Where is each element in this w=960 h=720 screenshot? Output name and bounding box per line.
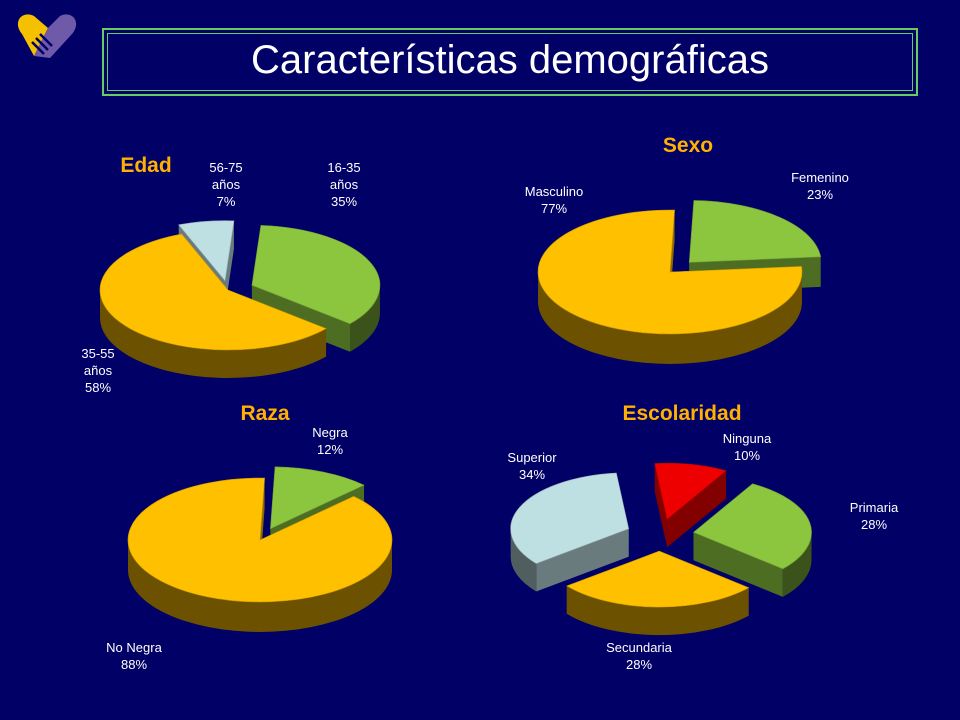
slice-label-edad-2: 56-75 años 7% — [209, 160, 242, 209]
pie-slice-escolaridad-1 — [692, 483, 812, 597]
slice-label-escolaridad-1: Primaria 28% — [850, 500, 899, 532]
pie-slice-escolaridad-2 — [566, 550, 750, 636]
pie-slice-edad-1 — [99, 233, 327, 379]
slice-label-sexo-0: Femenino 23% — [791, 170, 849, 202]
chart-edad: 16-35 años 35% 35-55 años 58% 56-75 años 7% Edad — [81, 154, 381, 395]
logo-hand-stripes — [31, 33, 53, 55]
logo-heart-handshake-icon — [14, 8, 80, 68]
pie-slice-escolaridad-3 — [510, 472, 630, 592]
chart-sexo: Femenino 23% Masculino 77% Sexo — [525, 134, 849, 364]
slice-label-sexo-1: Masculino 77% — [525, 184, 584, 216]
chart-title-sexo: Sexo — [663, 134, 713, 157]
slice-label-raza-1: No Negra 88% — [106, 640, 162, 672]
pie-slice-sexo-1 — [537, 209, 803, 364]
chart-title-raza: Raza — [240, 402, 289, 425]
title-box: Características demográficas — [102, 28, 918, 96]
chart-escolaridad: Ninguna 10% Primaria 28% Secundaria 28% Superi… — [507, 402, 899, 672]
slice-label-edad-1: 35-55 años 58% — [81, 346, 114, 395]
chart-title-escolaridad: Escolaridad — [622, 402, 741, 425]
slice-label-escolaridad-0: Ninguna 10% — [723, 431, 772, 463]
logo-heart-gold — [17, 14, 48, 56]
pie-slice-escolaridad-0 — [654, 462, 727, 548]
pie-slice-raza-1 — [127, 477, 393, 632]
slice-label-escolaridad-2: Secundaria 28% — [606, 640, 673, 672]
slice-label-raza-0: Negra 12% — [312, 425, 348, 457]
slice-label-escolaridad-3: Superior 34% — [507, 450, 557, 482]
chart-raza: Negra 12% No Negra 88% Raza — [106, 402, 393, 672]
chart-title-edad: Edad — [120, 154, 171, 177]
slice-label-edad-0: 16-35 años 35% — [327, 160, 360, 209]
